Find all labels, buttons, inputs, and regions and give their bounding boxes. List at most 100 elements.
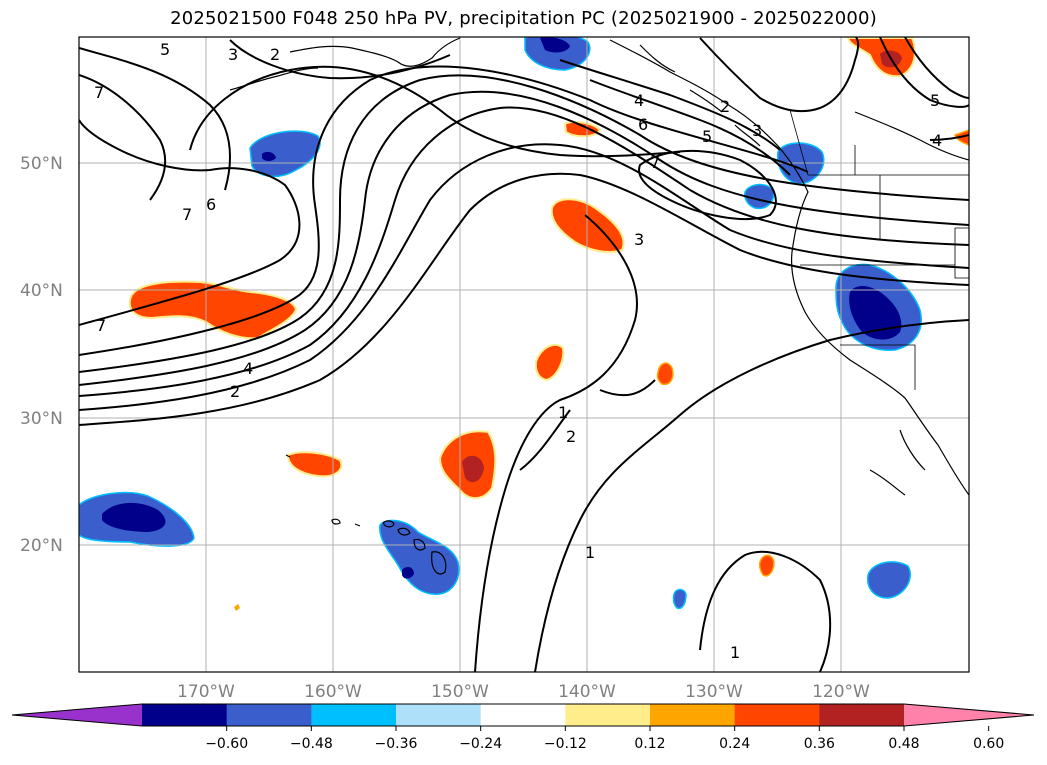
plot-frame — [78, 36, 970, 673]
pv-contour — [79, 74, 167, 201]
pv-contour — [559, 59, 781, 151]
colorbar-segment — [311, 704, 397, 726]
lat-label: 20°N — [20, 536, 63, 556]
pv-contour — [189, 65, 681, 158]
lon-label: 120°W — [812, 682, 870, 702]
colorbar-segment — [734, 704, 820, 726]
lat-label: 40°N — [20, 281, 63, 301]
colorbar-tick-label: −0.24 — [459, 736, 502, 752]
colorbar-tick-label: 0.36 — [804, 736, 835, 752]
contour-label: 2 — [270, 45, 280, 64]
colorbar-tick-label: 0.24 — [719, 736, 750, 752]
plot-area: 5 3 2 7 6 7 7 4 2 4 6 2 3 5 7 3 1 2 1 1 … — [79, 37, 969, 672]
colorbar-segment — [650, 704, 736, 726]
colorbar-tick-label: −0.60 — [205, 736, 248, 752]
pv-contour — [534, 319, 969, 672]
pv-contour — [638, 150, 777, 221]
pv-contour — [79, 74, 969, 373]
contour-label: 2 — [720, 97, 730, 116]
colorbar-extend-low — [12, 704, 142, 726]
pv-contour — [79, 119, 301, 326]
pv-contour — [699, 550, 832, 672]
precip-strong-negative-blob — [402, 566, 414, 579]
lon-label: 140°W — [558, 682, 616, 702]
precip-strong-negative-blob — [102, 502, 166, 532]
colorbar-segment — [565, 704, 651, 726]
precip-strong-negative-blob — [849, 286, 902, 340]
lon-label: 160°W — [304, 682, 362, 702]
precip-positive-blob — [234, 604, 240, 611]
coastlines — [229, 37, 969, 575]
contour-label: 1 — [730, 643, 740, 662]
pv-contour — [229, 39, 451, 80]
contour-label: 2 — [566, 427, 576, 446]
pv-contour — [79, 65, 809, 356]
colorbar-tick-label: −0.48 — [290, 736, 333, 752]
pv-contour — [929, 134, 969, 141]
map-title: 2025021500 F048 250 hPa PV, precipitatio… — [170, 8, 877, 29]
precip-negative-blob — [866, 561, 911, 599]
contour-label: 5 — [160, 40, 170, 59]
precip-strong-negative-blob — [540, 37, 570, 53]
contour-label: 4 — [932, 131, 942, 150]
contour-label: 7 — [182, 205, 192, 224]
pv-contour — [589, 79, 791, 176]
contour-label: 4 — [243, 359, 253, 378]
lon-label: 150°W — [431, 682, 489, 702]
pv-contour — [79, 172, 969, 426]
contour-label: 1 — [558, 403, 568, 422]
lon-label: 170°W — [177, 682, 235, 702]
contour-label: 6 — [638, 115, 648, 134]
colorbar-tick-label: 0.48 — [888, 736, 919, 752]
contour-labels: 5 3 2 7 6 7 7 4 2 4 6 2 3 5 7 3 1 2 1 1 … — [94, 40, 942, 662]
lat-label: 50°N — [20, 154, 63, 174]
pv-contour — [699, 37, 860, 113]
precip-positive-blob — [534, 343, 565, 382]
precip-negative-blob — [672, 588, 687, 610]
precip-positive-blob — [656, 362, 674, 386]
pv-contour — [79, 47, 231, 191]
pv-contour — [79, 106, 969, 397]
colorbar-segment — [396, 704, 482, 726]
pv-contour — [79, 90, 969, 386]
colorbar-extend-high — [904, 704, 1034, 726]
precip-negative-blob — [524, 37, 591, 71]
longitude-labels: 170°W 160°W 150°W 140°W 130°W 120°W — [177, 682, 870, 702]
colorbar-tick-label: 0.60 — [973, 736, 1004, 752]
pv-contour — [79, 143, 969, 411]
pv-contour — [904, 37, 969, 99]
lat-label: 30°N — [20, 409, 63, 429]
colorbar-tick-label: 0.12 — [634, 736, 665, 752]
contour-label: 7 — [650, 153, 660, 172]
plot-background — [79, 37, 969, 672]
pv-contour — [474, 214, 638, 672]
precip-positive-blob — [758, 554, 775, 577]
contour-label: 7 — [96, 316, 106, 335]
colorbar-segment — [480, 704, 566, 726]
colorbar-segment — [142, 704, 228, 726]
contour-label: 7 — [94, 83, 104, 102]
contour-label: 4 — [634, 91, 644, 110]
contour-label: 2 — [230, 382, 240, 401]
lon-label: 130°W — [685, 682, 743, 702]
latitude-labels: 50°N 40°N 30°N 20°N — [20, 154, 63, 556]
colorbar-segment — [226, 704, 312, 726]
precip-strong-negative-blob — [262, 151, 276, 161]
colorbar-segment — [819, 704, 905, 726]
precip-strong-positive-blob — [462, 455, 484, 483]
contour-label: 1 — [585, 543, 595, 562]
pv-contour — [519, 379, 656, 471]
precip-positive-blob — [128, 280, 298, 340]
precip-positive-blob — [550, 198, 625, 253]
contour-label: 3 — [752, 121, 762, 140]
contour-label: 3 — [228, 45, 238, 64]
colorbar-tick-label: −0.36 — [375, 736, 418, 752]
pv-contour — [879, 37, 969, 108]
contour-label: 5 — [702, 127, 712, 146]
colorbar: −0.60 −0.48 −0.36 −0.24 −0.12 0.12 0.24 0.36 0.4… — [11, 703, 1035, 752]
contour-label: 5 — [930, 91, 940, 110]
pv-contours — [79, 37, 969, 672]
precip-positive-blob — [286, 451, 343, 478]
precip-negative-blob — [379, 519, 460, 595]
